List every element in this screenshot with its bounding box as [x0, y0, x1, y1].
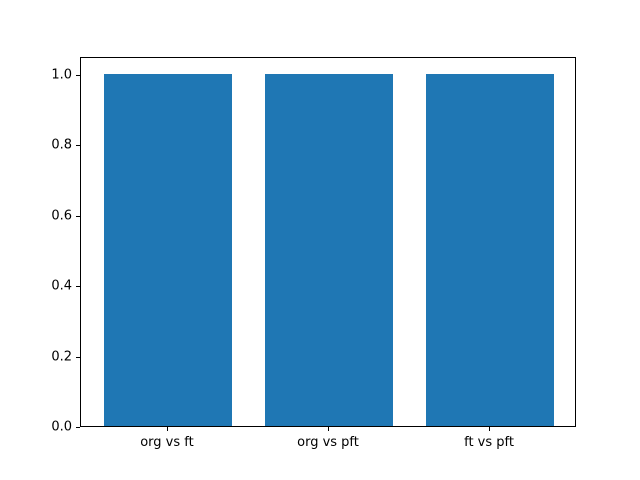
- x-tick-mark: [328, 427, 329, 431]
- bar: [264, 73, 394, 426]
- x-tick-label: ft vs pft: [464, 435, 514, 450]
- x-tick-label: org vs ft: [140, 435, 194, 450]
- x-tick-mark: [489, 427, 491, 431]
- y-tick-label: 1.0: [51, 67, 72, 83]
- y-tick-label: 0.6: [51, 208, 72, 224]
- y-tick-mark: [76, 427, 80, 428]
- y-tick-mark: [76, 74, 80, 76]
- y-tick-mark: [76, 356, 80, 358]
- plot-area: [80, 57, 576, 427]
- y-tick-mark: [76, 215, 80, 217]
- y-tick-label: 0.2: [51, 349, 72, 365]
- y-tick-label: 0.8: [51, 137, 72, 153]
- y-tick-label: 0.0: [51, 419, 72, 435]
- y-tick-label: 0.4: [51, 278, 72, 294]
- y-tick-mark: [76, 145, 80, 147]
- x-tick-label: org vs pft: [297, 435, 359, 450]
- bar: [425, 73, 555, 426]
- x-tick-mark: [166, 427, 168, 431]
- y-tick-mark: [76, 286, 80, 288]
- bar: [103, 73, 233, 426]
